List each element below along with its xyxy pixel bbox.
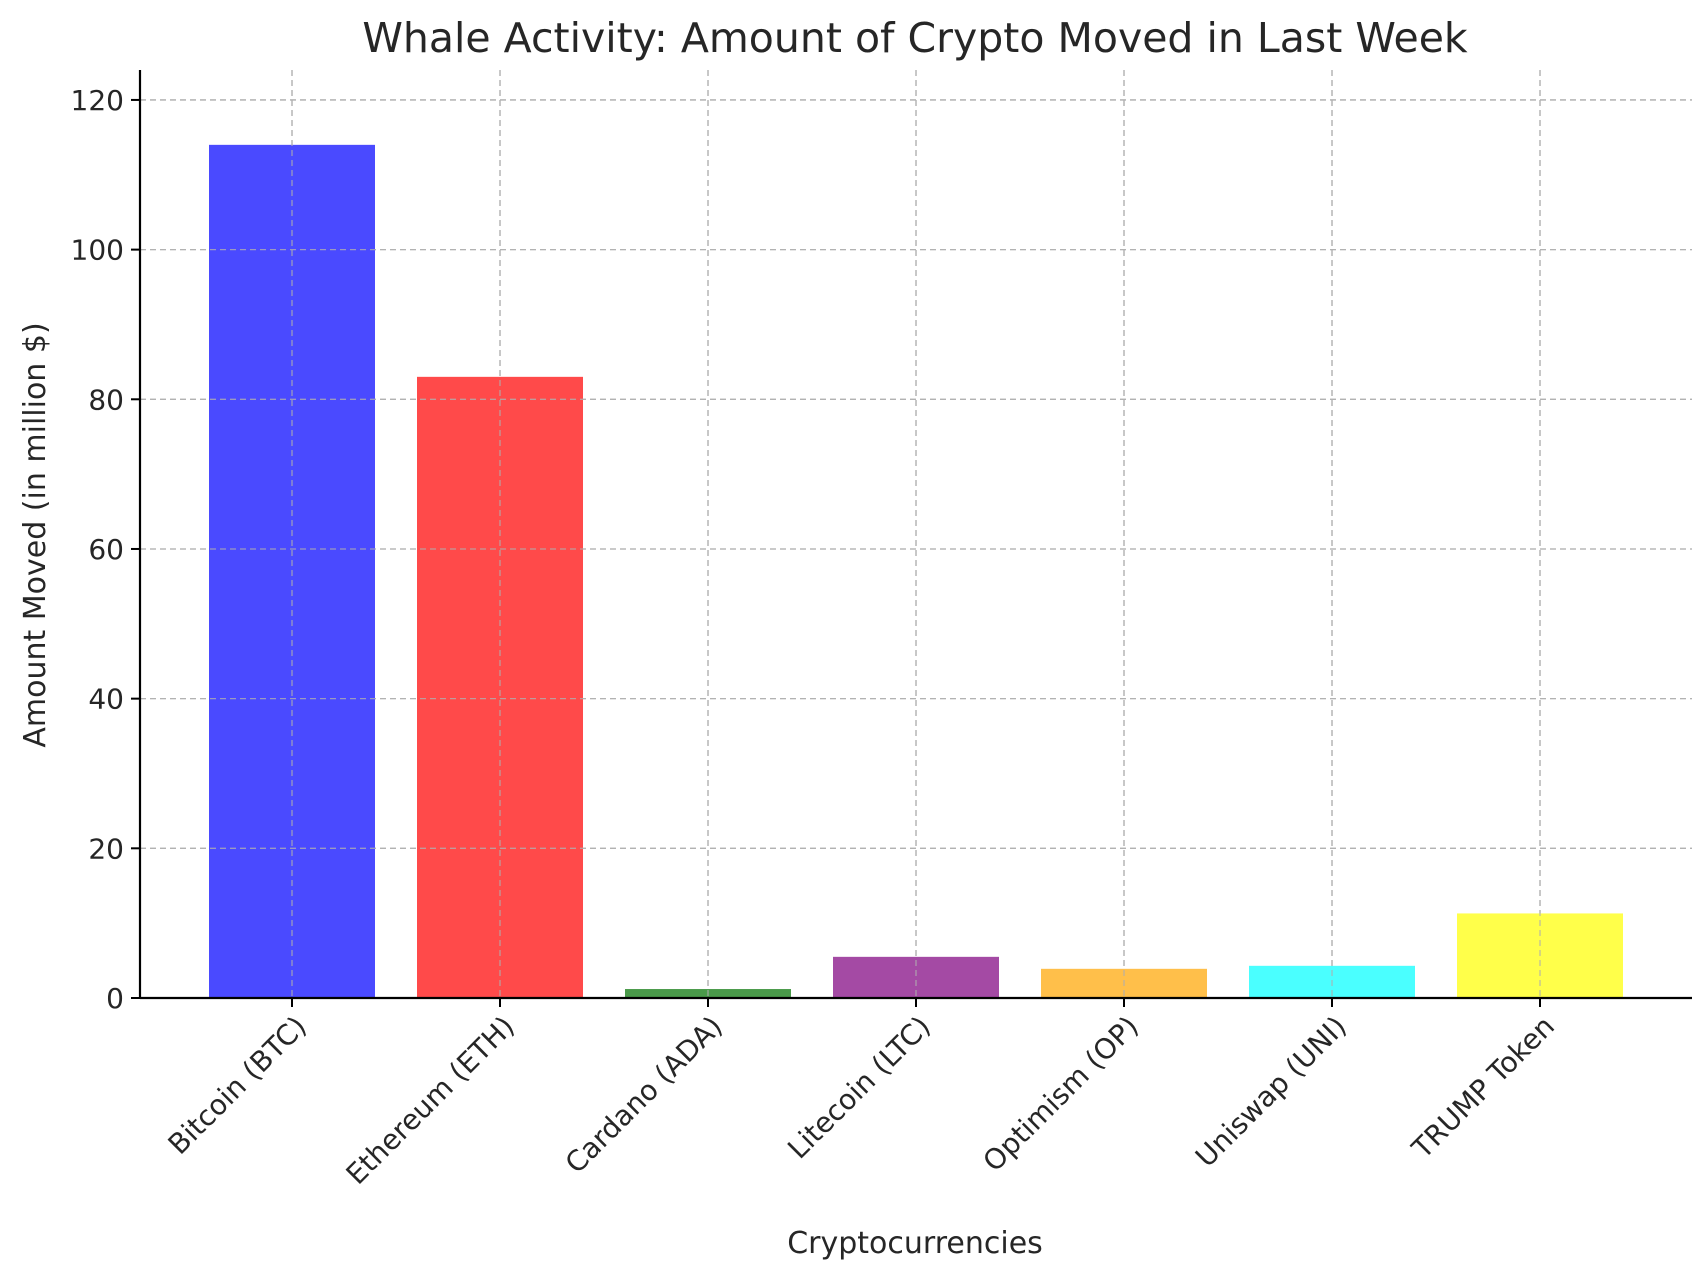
y-tick-label-1: 20: [88, 832, 124, 865]
bars: [140, 70, 1692, 999]
chart-title: Whale Activity: Amount of Crypto Moved i…: [362, 14, 1468, 62]
x-axis-ticks: Bitcoin (BTC) Ethereum (ETH) Cardano (ADA)…: [162, 998, 1561, 1191]
y-tick-label-5: 100: [71, 234, 124, 267]
y-tick-label-3: 60: [88, 533, 124, 566]
x-tick-label-3: Litecoin (LTC): [781, 1010, 937, 1166]
x-tick-label-0: Bitcoin (BTC): [162, 1010, 313, 1161]
y-tick-label-6: 120: [71, 84, 124, 117]
x-axis-label: Cryptocurrencies: [787, 1226, 1043, 1261]
y-axis-ticks: 0 20 40 60 80 100 120: [71, 84, 140, 1015]
y-tick-label-0: 0: [106, 982, 124, 1015]
x-tick-label-2: Cardano (ADA): [559, 1010, 729, 1180]
x-tick-label-6: TRUMP Token: [1405, 1010, 1561, 1166]
x-tick-label-4: Optimism (OP): [977, 1010, 1145, 1178]
x-tick-label-1: Ethereum (ETH): [340, 1010, 521, 1191]
x-tick-label-5: Uniswap (UNI): [1189, 1010, 1353, 1174]
y-axis-label: Amount Moved (in million $): [18, 322, 53, 747]
y-tick-label-2: 40: [88, 683, 124, 716]
y-tick-label-4: 80: [88, 383, 124, 416]
